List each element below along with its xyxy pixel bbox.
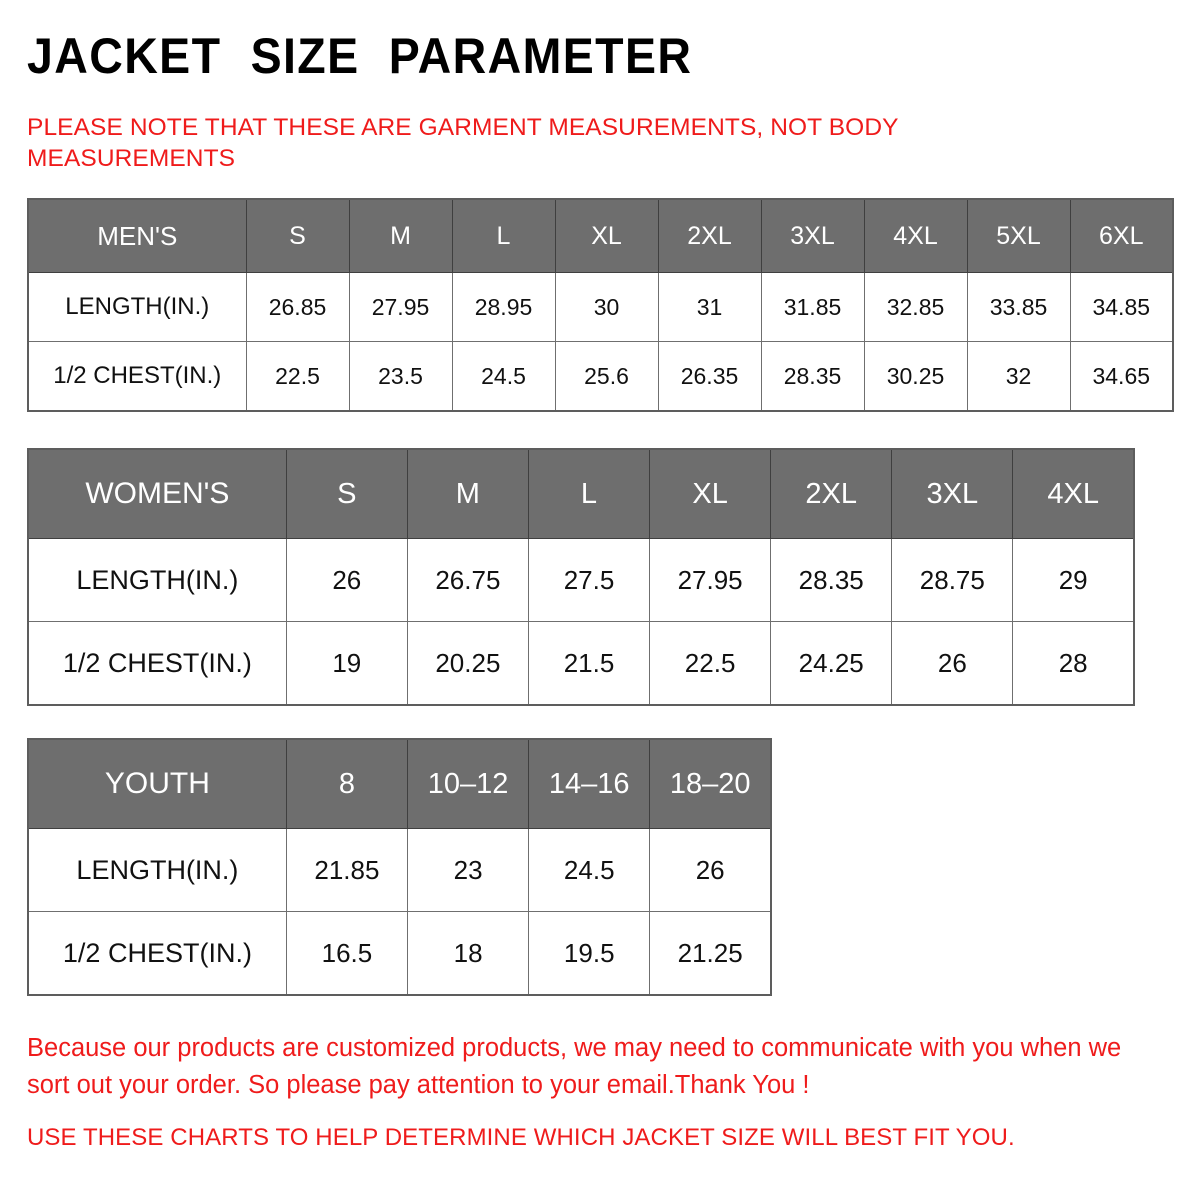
- measurement-value: 30.25: [863, 341, 968, 412]
- measurement-value: 23.5: [348, 341, 453, 412]
- table-row: 1/2 CHEST(IN.) 19 20.25 21.5 22.5 24.25 26 28: [27, 621, 1135, 706]
- table-row: 1/2 CHEST(IN.) 22.5 23.5 24.5 25.6 26.35 28.35…: [27, 341, 1174, 412]
- mens-table-head: MEN'S S M L XL 2XL 3XL 4XL 5XL 6XL: [27, 198, 1174, 273]
- measurement-value: 29: [1012, 538, 1135, 622]
- measurement-value: 24.5: [451, 341, 556, 412]
- measurement-value: 27.5: [527, 538, 651, 622]
- mens-size-table: MEN'S S M L XL 2XL 3XL 4XL 5XL 6XL LENGTH(IN.) 26.…: [27, 198, 1174, 412]
- size-header-cell: M: [406, 448, 529, 539]
- size-header-cell: XL: [649, 448, 772, 539]
- customization-note: Because our products are customized prod…: [27, 1034, 1122, 1099]
- size-header-cell: 8: [285, 738, 409, 829]
- measurement-value: 21.85: [285, 828, 409, 912]
- measurement-value: 26: [285, 538, 408, 622]
- measurement-value: 19.5: [528, 911, 651, 996]
- measurement-value: 28: [1012, 621, 1135, 706]
- mens-header-title: MEN'S: [27, 198, 247, 273]
- womens-header-title: WOMEN'S: [27, 448, 287, 539]
- measurement-value: 26: [891, 621, 1014, 706]
- size-header-cell: 2XL: [657, 198, 762, 273]
- measurement-value: 32.85: [863, 272, 968, 342]
- measurement-value: 31: [657, 272, 762, 342]
- measurement-value: 22.5: [245, 341, 350, 412]
- size-header-cell: 2XL: [770, 448, 893, 539]
- size-header-cell: L: [451, 198, 556, 273]
- measurement-value: 28.95: [451, 272, 556, 342]
- size-header-cell: 3XL: [760, 198, 865, 273]
- mens-table-body: LENGTH(IN.) 26.85 27.95 28.95 30 31 31.85 32.85…: [27, 272, 1174, 412]
- size-header-cell: S: [245, 198, 350, 273]
- size-header-cell: 4XL: [1012, 448, 1135, 539]
- womens-table-head: WOMEN'S S M L XL 2XL 3XL 4XL: [27, 448, 1135, 539]
- measurement-value: 24.25: [770, 621, 893, 706]
- usage-instruction-note: USE THESE CHARTS TO HELP DETERMINE WHICH…: [27, 1124, 1015, 1151]
- page-title: JACKET SIZE PARAMETER: [27, 28, 693, 84]
- womens-size-table: WOMEN'S S M L XL 2XL 3XL 4XL LENGTH(IN.) 26 26.75…: [27, 448, 1135, 706]
- size-header-cell: 4XL: [863, 198, 968, 273]
- measurement-value: 28.35: [760, 341, 865, 412]
- measurement-value: 28.75: [891, 538, 1014, 622]
- measurement-label: LENGTH(IN.): [27, 828, 287, 912]
- measurement-value: 25.6: [554, 341, 659, 412]
- measurement-label: LENGTH(IN.): [27, 272, 247, 342]
- measurement-label: 1/2 CHEST(IN.): [27, 621, 287, 706]
- measurement-value: 22.5: [649, 621, 772, 706]
- table-header-row: YOUTH 8 10–12 14–16 18–20: [27, 738, 772, 829]
- table-row: LENGTH(IN.) 26 26.75 27.5 27.95 28.35 28.75 29: [27, 538, 1135, 622]
- measurement-value: 20.25: [406, 621, 529, 706]
- measurement-value: 30: [554, 272, 659, 342]
- size-header-cell: 6XL: [1069, 198, 1174, 273]
- size-header-cell: 14–16: [528, 738, 651, 829]
- measurement-value: 31.85: [760, 272, 865, 342]
- size-header-cell: 10–12: [406, 738, 530, 829]
- size-header-cell: XL: [554, 198, 659, 273]
- measurement-value: 27.95: [649, 538, 772, 622]
- measurement-value: 21.25: [649, 911, 772, 996]
- womens-table-body: LENGTH(IN.) 26 26.75 27.5 27.95 28.35 28.75 29 1…: [27, 538, 1135, 706]
- table-row: LENGTH(IN.) 21.85 23 24.5 26: [27, 828, 772, 912]
- measurement-value: 26.75: [406, 538, 529, 622]
- size-header-cell: S: [285, 448, 408, 539]
- garment-measurement-note: PLEASE NOTE THAT THESE ARE GARMENT MEASU…: [27, 114, 899, 172]
- measurement-value: 26: [649, 828, 772, 912]
- size-header-cell: M: [348, 198, 453, 273]
- youth-table-body: LENGTH(IN.) 21.85 23 24.5 26 1/2 CHEST(IN.) 16…: [27, 828, 772, 996]
- measurement-value: 19: [285, 621, 408, 706]
- measurement-value: 21.5: [527, 621, 651, 706]
- size-header-cell: 18–20: [649, 738, 772, 829]
- measurement-value: 34.85: [1069, 272, 1174, 342]
- table-row: 1/2 CHEST(IN.) 16.5 18 19.5 21.25: [27, 911, 772, 996]
- youth-header-title: YOUTH: [27, 738, 287, 829]
- measurement-value: 33.85: [966, 272, 1071, 342]
- measurement-label: 1/2 CHEST(IN.): [27, 911, 287, 996]
- measurement-value: 32: [966, 341, 1071, 412]
- youth-table-head: YOUTH 8 10–12 14–16 18–20: [27, 738, 772, 829]
- size-header-cell: 5XL: [966, 198, 1071, 273]
- size-header-cell: L: [527, 448, 651, 539]
- measurement-value: 18: [406, 911, 530, 996]
- table-header-row: MEN'S S M L XL 2XL 3XL 4XL 5XL 6XL: [27, 198, 1174, 273]
- measurement-value: 34.65: [1069, 341, 1174, 412]
- measurement-value: 26.85: [245, 272, 350, 342]
- measurement-value: 28.35: [770, 538, 893, 622]
- size-header-cell: 3XL: [891, 448, 1014, 539]
- youth-size-table: YOUTH 8 10–12 14–16 18–20 LENGTH(IN.) 21.85 23…: [27, 738, 772, 996]
- table-header-row: WOMEN'S S M L XL 2XL 3XL 4XL: [27, 448, 1135, 539]
- table-row: LENGTH(IN.) 26.85 27.95 28.95 30 31 31.85 32.85…: [27, 272, 1174, 342]
- measurement-label: 1/2 CHEST(IN.): [27, 341, 247, 412]
- measurement-label: LENGTH(IN.): [27, 538, 287, 622]
- measurement-value: 23: [406, 828, 530, 912]
- measurement-value: 27.95: [348, 272, 453, 342]
- measurement-value: 26.35: [657, 341, 762, 412]
- measurement-value: 16.5: [285, 911, 409, 996]
- measurement-value: 24.5: [528, 828, 651, 912]
